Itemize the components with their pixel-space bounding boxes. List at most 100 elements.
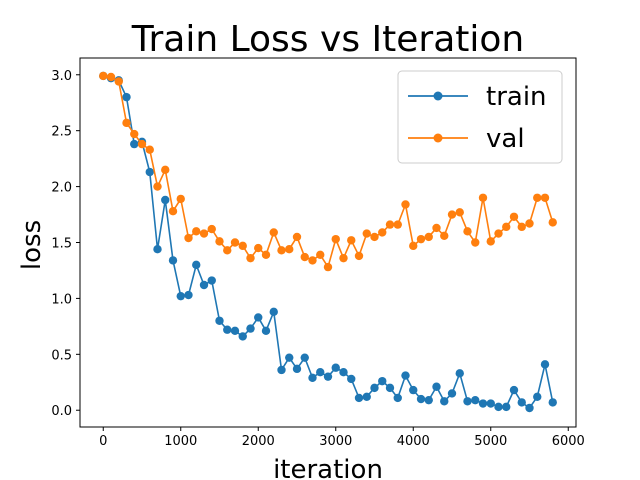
data-point-train bbox=[176, 291, 185, 301]
data-point-train bbox=[339, 368, 348, 377]
data-point-val bbox=[347, 236, 356, 245]
x-axis-label: iteration bbox=[273, 455, 383, 480]
data-point-train bbox=[238, 332, 247, 341]
data-point-val bbox=[168, 206, 178, 216]
y-tick-label: 0.0 bbox=[51, 404, 72, 419]
data-point-val bbox=[362, 229, 371, 238]
data-point-val bbox=[176, 194, 185, 204]
legend-marker-train bbox=[433, 91, 443, 101]
data-point-train bbox=[548, 398, 557, 407]
x-tick-label: 5000 bbox=[474, 434, 507, 449]
data-point-train bbox=[207, 276, 216, 285]
data-point-train bbox=[254, 313, 263, 322]
data-point-val bbox=[261, 250, 271, 259]
data-point-val bbox=[331, 234, 340, 244]
data-point-train bbox=[316, 368, 325, 377]
series-layer bbox=[99, 71, 557, 413]
data-point-train bbox=[494, 402, 503, 412]
data-point-val bbox=[370, 232, 379, 242]
data-point-val bbox=[316, 250, 325, 259]
data-point-val bbox=[99, 71, 108, 81]
x-tick-label: 0 bbox=[99, 434, 107, 449]
x-tick-label: 4000 bbox=[397, 434, 430, 449]
y-tick-label: 2.5 bbox=[51, 125, 72, 140]
data-point-train bbox=[285, 353, 294, 362]
data-point-val bbox=[540, 193, 550, 202]
y-axis-label: loss bbox=[17, 220, 47, 270]
data-point-train bbox=[215, 316, 224, 325]
data-point-val bbox=[401, 200, 410, 209]
data-point-train bbox=[300, 353, 309, 362]
legend-marker-val bbox=[433, 133, 443, 143]
data-point-train bbox=[223, 325, 232, 334]
data-point-val bbox=[494, 229, 503, 238]
data-point-train bbox=[261, 326, 271, 336]
data-point-train bbox=[533, 392, 542, 402]
data-point-train bbox=[440, 397, 449, 406]
y-tick-label: 0.5 bbox=[51, 348, 72, 363]
data-point-val bbox=[502, 222, 511, 232]
data-point-train bbox=[354, 393, 364, 403]
data-point-val bbox=[424, 232, 433, 242]
data-point-val bbox=[354, 251, 364, 261]
y-tick-label: 3.0 bbox=[51, 69, 72, 84]
data-point-val bbox=[137, 139, 147, 149]
x-tick-label: 1000 bbox=[164, 434, 197, 449]
data-point-val bbox=[223, 246, 232, 255]
data-point-val bbox=[161, 165, 170, 175]
data-point-val bbox=[184, 233, 193, 243]
legend-label-train: train bbox=[486, 82, 547, 112]
data-point-val bbox=[393, 220, 402, 229]
data-point-val bbox=[323, 262, 333, 272]
y-tick-label: 1.0 bbox=[51, 292, 72, 307]
data-point-val bbox=[432, 223, 441, 233]
chart-title: Train Loss vs Iteration bbox=[131, 19, 524, 60]
data-point-train bbox=[525, 403, 534, 413]
data-point-val bbox=[285, 245, 294, 254]
data-point-train bbox=[277, 365, 286, 375]
data-point-train bbox=[502, 402, 511, 412]
data-point-train bbox=[269, 307, 278, 317]
data-point-val bbox=[192, 227, 201, 236]
data-point-train bbox=[486, 399, 495, 408]
data-point-train bbox=[130, 139, 139, 149]
data-point-val bbox=[385, 220, 395, 229]
data-point-train bbox=[323, 372, 333, 381]
data-point-val bbox=[308, 256, 317, 265]
data-point-val bbox=[292, 232, 302, 242]
data-point-val bbox=[409, 241, 418, 251]
series-val bbox=[99, 71, 557, 272]
axis-ticks: 0 1000 2000 3000 4000 5000 6000 0.0 0.5 1.0 1.5 2.0… bbox=[51, 69, 584, 449]
data-point-val bbox=[440, 231, 449, 240]
data-point-val bbox=[153, 182, 162, 191]
data-point-train bbox=[378, 376, 387, 386]
data-point-val bbox=[130, 129, 139, 139]
data-point-val bbox=[215, 237, 224, 246]
y-tick-label: 1.5 bbox=[51, 237, 72, 252]
legend-label-val: val bbox=[486, 124, 525, 154]
legend: train val bbox=[397, 70, 563, 164]
data-point-train bbox=[161, 195, 170, 205]
data-point-train bbox=[145, 167, 154, 177]
data-point-val bbox=[238, 241, 247, 251]
data-point-train bbox=[463, 397, 472, 406]
data-point-train bbox=[471, 395, 480, 405]
data-point-train bbox=[168, 256, 178, 265]
data-point-val bbox=[106, 72, 116, 82]
data-point-val bbox=[114, 77, 123, 86]
data-point-val bbox=[447, 210, 457, 219]
data-point-val bbox=[486, 237, 495, 246]
data-point-train bbox=[153, 245, 162, 254]
data-point-train bbox=[230, 326, 240, 336]
data-point-train bbox=[292, 364, 302, 374]
data-point-train bbox=[122, 92, 131, 102]
data-point-train bbox=[432, 382, 441, 391]
data-point-val bbox=[339, 253, 348, 263]
data-point-train bbox=[416, 394, 426, 404]
x-tick-label: 2000 bbox=[242, 434, 275, 449]
data-point-val bbox=[517, 222, 526, 232]
data-point-train bbox=[199, 280, 209, 290]
data-point-val bbox=[478, 193, 488, 202]
data-point-val bbox=[254, 243, 263, 253]
y-tick-label: 2.0 bbox=[51, 181, 72, 196]
